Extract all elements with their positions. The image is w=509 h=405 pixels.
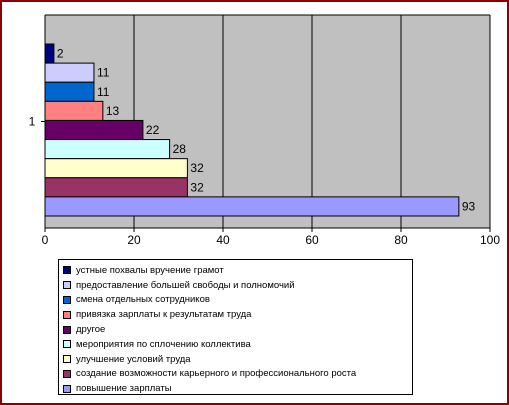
legend-swatch — [63, 369, 71, 378]
legend-swatch — [63, 310, 71, 319]
x-tick-label: 60 — [305, 233, 319, 247]
legend-swatch — [63, 266, 71, 275]
legend-swatch — [63, 384, 71, 393]
legend-swatch — [63, 325, 71, 334]
legend-label: предоставление большей свободы и полномо… — [76, 279, 295, 291]
legend: устные похвалы вручение грамот предоставл… — [58, 259, 413, 395]
legend-item: смена отдельных сотрудников — [63, 293, 412, 308]
legend-swatch — [63, 340, 71, 349]
data-label: 28 — [173, 142, 187, 156]
legend-item: другое — [63, 322, 412, 337]
legend-label: привязка зарплаты к результатам труда — [76, 309, 252, 321]
axes: 0 20 40 60 80 100 1 — [29, 14, 500, 247]
legend-item: создание возможности карьерного и профес… — [63, 367, 412, 382]
y-category-label: 1 — [29, 115, 36, 129]
x-tick-label: 20 — [127, 233, 141, 247]
data-label: 32 — [190, 180, 204, 194]
bar — [44, 158, 188, 179]
data-label: 2 — [57, 47, 64, 61]
bars — [44, 43, 460, 217]
legend-label: мероприятия по сплочению коллектива — [76, 338, 251, 350]
data-label: 93 — [462, 199, 476, 213]
data-label: 11 — [97, 85, 110, 99]
data-label: 22 — [146, 123, 160, 137]
legend-label: создание возможности карьерного и профес… — [76, 368, 357, 380]
x-tick-label: 80 — [394, 233, 408, 247]
legend-item: устные похвалы вручение грамот — [63, 263, 412, 278]
legend-item: привязка зарплаты к результатам труда — [63, 307, 412, 322]
bar — [44, 196, 460, 217]
data-label: 13 — [106, 104, 120, 118]
legend-label: улучшение условий труда — [76, 353, 191, 365]
x-tick-label: 0 — [42, 233, 49, 247]
legend-item: мероприятия по сплочению коллектива — [63, 337, 412, 352]
bar — [44, 177, 188, 198]
legend-label: повышение зарплаты — [76, 383, 172, 395]
legend-label: смена отдельных сотрудников — [76, 294, 210, 306]
data-label: 11 — [97, 66, 110, 80]
legend-item: повышение зарплаты — [63, 381, 412, 396]
legend-swatch — [63, 281, 71, 290]
bar — [44, 100, 104, 121]
legend-swatch — [63, 295, 71, 304]
bar — [44, 139, 171, 160]
bar — [44, 119, 144, 141]
bar — [44, 81, 95, 102]
legend-swatch — [63, 355, 71, 364]
bar — [44, 43, 55, 64]
legend-label: другое — [76, 324, 106, 336]
x-tick-label: 100 — [480, 233, 500, 247]
legend-item: предоставление большей свободы и полномо… — [63, 278, 412, 293]
x-tick-label: 40 — [216, 233, 230, 247]
bar — [44, 62, 95, 83]
data-label: 32 — [190, 161, 204, 175]
legend-label: устные похвалы вручение грамот — [76, 264, 224, 276]
legend-item: улучшение условий труда — [63, 352, 412, 367]
